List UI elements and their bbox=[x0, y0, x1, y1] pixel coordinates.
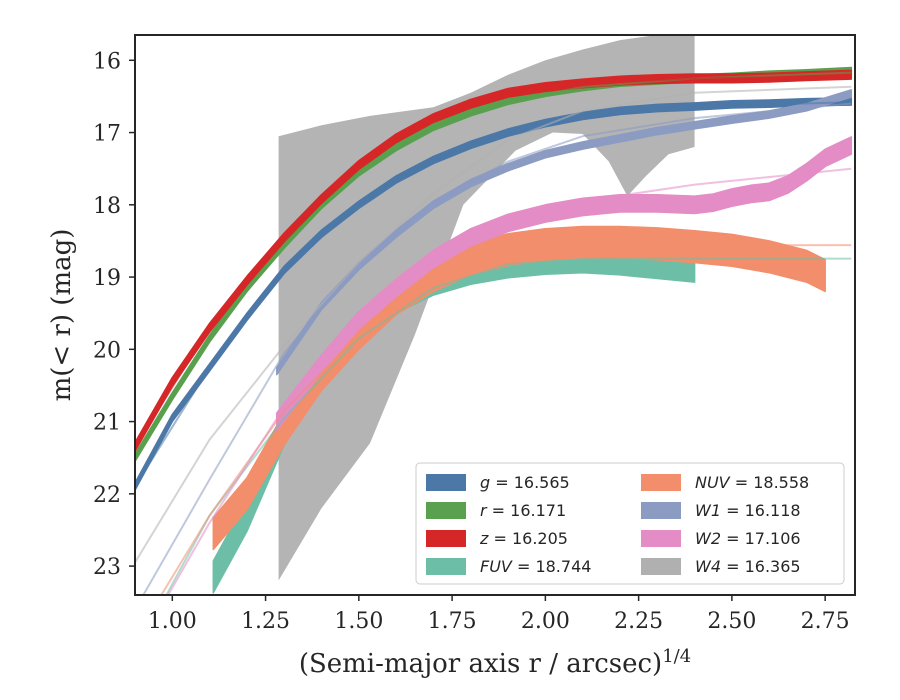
y-tick-label: 17 bbox=[93, 122, 121, 147]
legend-swatch-fuv bbox=[426, 558, 466, 575]
legend-label-eq: = bbox=[730, 473, 754, 492]
y-tick-label: 18 bbox=[93, 194, 121, 219]
legend-label-eq: = bbox=[721, 501, 745, 520]
x-tick-label: 1.50 bbox=[334, 609, 383, 634]
legend-label-eq: = bbox=[488, 529, 512, 548]
y-tick-label: 21 bbox=[93, 411, 121, 436]
model-line-nuv bbox=[160, 244, 852, 595]
legend-label-value: 17.106 bbox=[745, 529, 801, 548]
x-tick-label: 1.75 bbox=[428, 609, 477, 634]
legend-label-eq: = bbox=[721, 529, 745, 548]
legend-label-value: 18.558 bbox=[753, 473, 809, 492]
legend-label-w2: W2 = 17.106 bbox=[695, 529, 801, 548]
legend: g = 16.565 r = 16.171 z = 16.205 FUV = 18.7… bbox=[415, 462, 845, 585]
plot-frame bbox=[134, 34, 856, 596]
y-axis-label: m(< r) (mag) bbox=[47, 229, 77, 402]
model-line-w4 bbox=[135, 85, 852, 564]
legend-label-value: 16.118 bbox=[745, 501, 801, 520]
x-axis-label: (Semi-major axis r / arcsec)1/4 bbox=[299, 646, 691, 679]
y-tick-label: 23 bbox=[93, 555, 121, 580]
y-axis-ticks: 16 17 18 19 20 21 22 23 bbox=[93, 49, 135, 580]
legend-swatch-w4 bbox=[641, 558, 681, 575]
legend-label-eq: = bbox=[721, 557, 745, 576]
x-tick-label: 2.50 bbox=[707, 609, 756, 634]
legend-label-var: r bbox=[480, 501, 488, 520]
legend-label-var: NUV bbox=[695, 473, 731, 492]
legend-label-var: W2 bbox=[695, 529, 721, 548]
legend-label-eq: = bbox=[490, 473, 514, 492]
model-line-w1 bbox=[142, 102, 852, 595]
model-line-w2 bbox=[166, 167, 852, 595]
legend-swatch-w1 bbox=[641, 502, 681, 519]
x-tick-label: 1.00 bbox=[148, 609, 197, 634]
band-w4 bbox=[278, 35, 695, 581]
legend-swatch-r bbox=[426, 502, 466, 519]
legend-label-eq: = bbox=[487, 501, 511, 520]
legend-label-value: 16.205 bbox=[512, 529, 568, 548]
legend-label-fuv: FUV = 18.744 bbox=[480, 557, 591, 576]
model-line-z bbox=[135, 75, 852, 448]
legend-swatch-w2 bbox=[641, 530, 681, 547]
legend-frame bbox=[415, 462, 845, 585]
band-z bbox=[135, 69, 853, 452]
y-tick-label: 19 bbox=[93, 266, 121, 291]
band-g bbox=[135, 97, 853, 491]
legend-swatch-z bbox=[426, 530, 466, 547]
legend-label-w1: W1 = 16.118 bbox=[695, 501, 801, 520]
legend-label-var: FUV bbox=[480, 557, 513, 576]
x-tick-label: 2.75 bbox=[801, 609, 850, 634]
legend-label-value: 16.565 bbox=[514, 473, 570, 492]
x-axis-label-superscript: 1/4 bbox=[662, 646, 691, 667]
x-tick-label: 2.25 bbox=[614, 609, 663, 634]
x-tick-label: 2.00 bbox=[521, 609, 570, 634]
x-axis-label-main: (Semi-major axis r / arcsec) bbox=[299, 649, 662, 679]
legend-label-var: z bbox=[479, 529, 489, 548]
legend-swatch-g bbox=[426, 474, 466, 491]
y-tick-label: 20 bbox=[93, 338, 121, 363]
y-tick-label: 16 bbox=[93, 49, 121, 74]
legend-label-z: z = 16.205 bbox=[479, 529, 568, 548]
legend-label-value: 18.744 bbox=[535, 557, 591, 576]
legend-label-value: 16.171 bbox=[510, 501, 566, 520]
series-model-lines bbox=[135, 71, 852, 595]
legend-label-value: 16.365 bbox=[745, 557, 801, 576]
legend-label-var: g bbox=[480, 473, 490, 492]
band-w2 bbox=[276, 136, 853, 432]
legend-label-eq: = bbox=[512, 557, 536, 576]
legend-label-w4: W4 = 16.365 bbox=[695, 557, 801, 576]
legend-label-var: W1 bbox=[695, 501, 721, 520]
legend-label-var: W4 bbox=[695, 557, 721, 576]
y-tick-label: 22 bbox=[93, 483, 121, 508]
legend-label-nuv: NUV = 18.558 bbox=[695, 473, 809, 492]
legend-label-g: g = 16.565 bbox=[480, 473, 570, 492]
legend-swatch-nuv bbox=[641, 474, 681, 491]
model-line-g bbox=[135, 101, 852, 488]
model-line-r bbox=[135, 71, 852, 459]
legend-label-r: r = 16.171 bbox=[480, 501, 566, 520]
x-axis-ticks: 1.00 1.25 1.50 1.75 2.00 2.25 2.50 2.75 bbox=[148, 595, 850, 634]
x-tick-label: 1.25 bbox=[241, 609, 290, 634]
